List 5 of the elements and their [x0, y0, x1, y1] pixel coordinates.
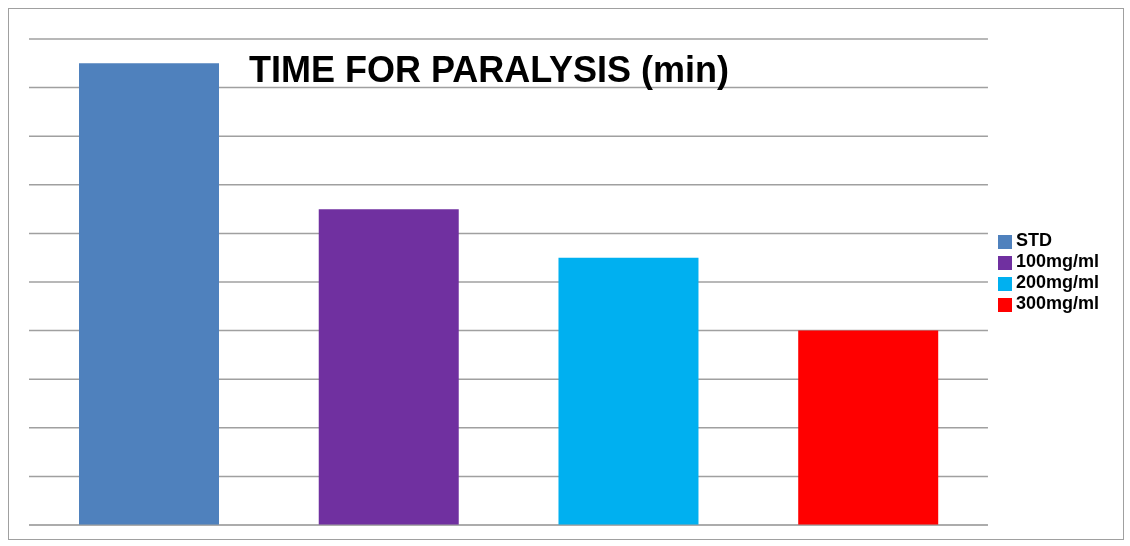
legend-label: 300mg/ml — [1015, 293, 1099, 313]
legend-label: STD — [1015, 230, 1052, 250]
legend-label: 200mg/ml — [1015, 272, 1099, 292]
chart-title: TIME FOR PARALYSIS (min) — [248, 49, 730, 91]
legend-label: 100mg/ml — [1015, 251, 1099, 271]
